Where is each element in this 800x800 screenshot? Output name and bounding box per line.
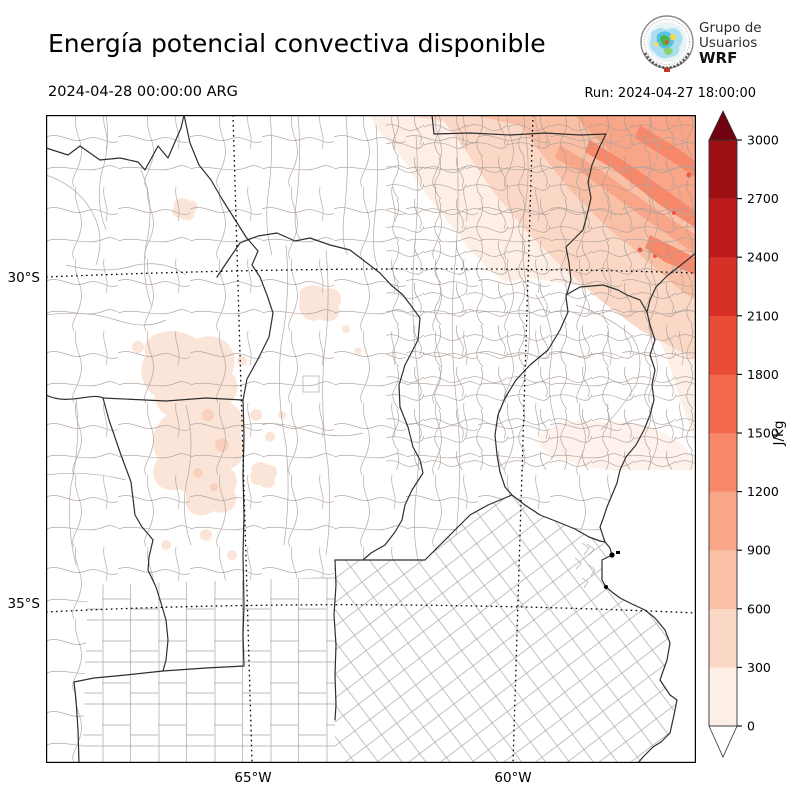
colorbar-tick: 3000 [747,133,779,148]
colorbar-segments [709,140,737,727]
graticule [46,115,696,763]
colorbar-segment [709,433,737,492]
buenos-aires-departments [335,495,677,763]
colorbar-segment [709,550,737,609]
page-title: Energía potencial convectiva disponible [48,29,546,58]
colorbar-tick: 1500 [747,426,779,441]
colorbar-segment [709,491,737,551]
logo-satellite-image [647,22,687,62]
colorbar-tickmarks [737,139,742,727]
colorbar-tick: 2700 [747,191,779,206]
logo-line2: Usuarios [699,35,758,51]
colorbar-segment [709,198,737,258]
x-axis-label-60w: 60°W [494,770,531,786]
colorbar-tick: 1800 [747,367,779,382]
colorbar-segment [709,667,737,727]
gridline-60w [512,115,534,763]
ocean [600,470,696,763]
run-time-label: Run: 2024-04-27 18:00:00 [584,86,756,101]
map-frame [46,115,696,763]
colorbar-tick: 900 [747,543,771,558]
colorbar-tick: 2400 [747,250,779,265]
colorbar-segment [709,257,737,316]
department-lines-manual [46,115,641,589]
colorbar-tick: 600 [747,601,771,616]
x-axis-label-65w: 65°W [234,770,271,786]
gridline-35s [46,604,696,614]
colorbar-tick: 300 [747,660,771,675]
colorbar-under-arrow [708,725,738,758]
logo-line1: Grupo de [699,20,762,36]
colorbar-unit-label: J/kg [771,421,787,447]
gridline-30s [46,268,696,278]
wrf-users-group-logo [640,15,694,72]
colorbar-tick-labels: 3000 2700 2400 2100 1800 1500 1200 900 6… [747,133,779,734]
colorbar-tick: 2100 [747,308,779,323]
la-pampa-grid [82,577,335,763]
department-boundaries-ne [386,115,696,470]
colorbar-tick: 0 [747,719,755,734]
colorbar-segment [709,140,737,199]
colorbar-segment [709,374,737,434]
colorbar: 3000 2700 2400 2100 1800 1500 1200 900 6… [708,110,787,758]
province-boundaries [46,115,696,763]
colorbar-tick: 1200 [747,484,779,499]
city-markers [603,551,620,590]
colorbar-segment [709,315,737,375]
gridline-65w [232,115,253,763]
map-plot-area [46,115,696,763]
colorbar-segment [709,608,737,668]
logo-text: Grupo de Usuarios WRF [699,21,762,66]
logo-ribbon [664,68,670,72]
logo-line3: WRF [699,49,738,67]
logo-inner-ring-text [644,19,690,65]
y-axis-label-30s: 30°S [8,270,41,286]
colorbar-over-arrow [708,110,738,141]
valid-time-label: 2024-04-28 00:00:00 ARG [48,84,238,100]
y-axis-label-35s: 35°S [8,596,41,612]
